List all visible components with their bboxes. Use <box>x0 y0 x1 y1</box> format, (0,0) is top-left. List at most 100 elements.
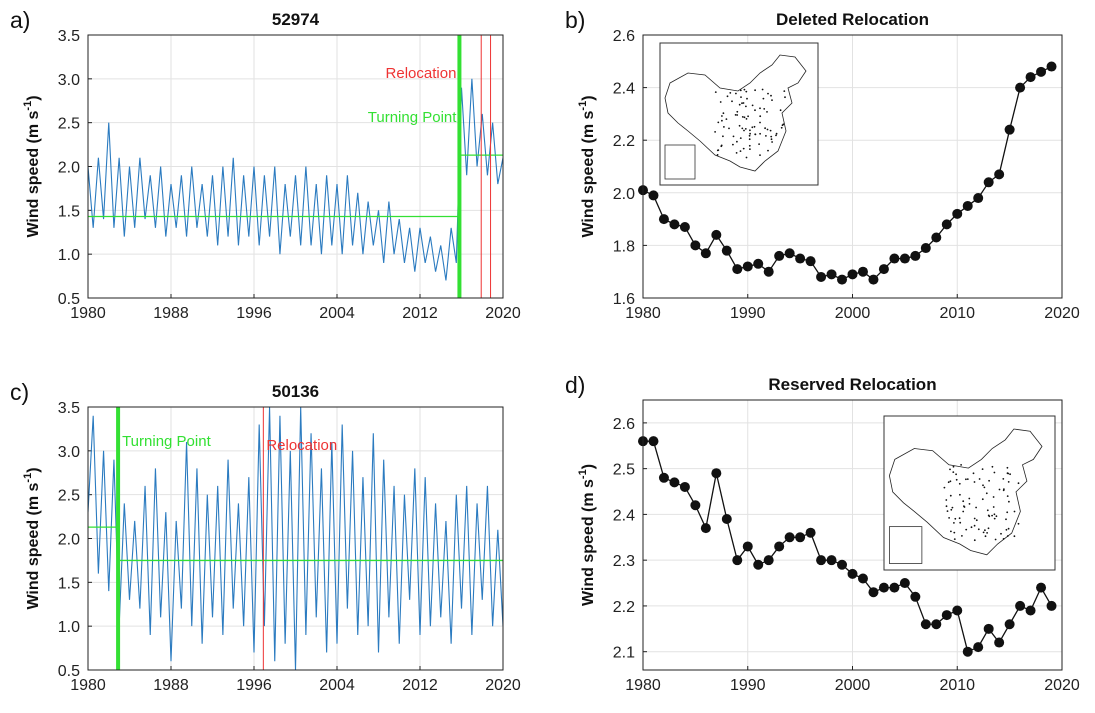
map-station <box>1000 532 1002 535</box>
map-station <box>751 104 754 107</box>
x-tick-label: 2012 <box>402 305 438 322</box>
map-station <box>745 105 747 108</box>
map-station <box>949 494 952 497</box>
data-point <box>774 541 785 552</box>
y-tick-label: 2.1 <box>613 645 635 662</box>
x-tick-label: 1980 <box>70 305 106 322</box>
map-station <box>995 515 998 518</box>
y-tick-label: 3.0 <box>58 72 80 89</box>
chart-title: Reserved Relocation <box>768 375 936 394</box>
map-station <box>770 135 773 138</box>
map-station <box>984 529 986 532</box>
map-station <box>984 535 987 538</box>
x-tick-label: 1980 <box>625 305 661 322</box>
data-point <box>669 219 680 230</box>
relocation-label: Relocation <box>266 437 337 454</box>
data-point <box>994 637 1005 648</box>
map-station <box>945 499 948 501</box>
data-point <box>1015 600 1026 611</box>
x-tick-label: 2020 <box>1044 677 1080 694</box>
data-point <box>899 253 910 264</box>
data-point <box>847 568 858 579</box>
y-tick-label: 1.0 <box>58 619 80 636</box>
data-point <box>1036 582 1047 593</box>
turning-point-label: Turning Point <box>122 433 211 450</box>
data-point <box>1025 605 1036 616</box>
data-point <box>889 582 900 593</box>
y-tick-label: 2.5 <box>58 116 80 133</box>
map-station <box>946 510 949 512</box>
map-subframe <box>889 526 923 564</box>
map-subframe <box>664 144 696 180</box>
map-station <box>977 528 980 531</box>
map-station <box>949 480 952 483</box>
map-station <box>965 528 968 531</box>
data-point <box>837 559 848 570</box>
map-station <box>781 124 784 127</box>
data-point <box>983 177 994 188</box>
y-tick-label: 0.5 <box>58 663 80 680</box>
map-station <box>779 109 782 112</box>
y-tick-label: 3.5 <box>58 400 80 417</box>
map-station <box>731 100 733 103</box>
y-label-main: Wind speed (m s <box>580 110 597 237</box>
panel-label: b) <box>565 7 585 33</box>
x-tick-label: 2020 <box>485 305 521 322</box>
map-station <box>762 97 765 100</box>
map-station <box>759 154 761 156</box>
map-station <box>749 148 751 150</box>
y-tick-label: 2.0 <box>58 160 80 177</box>
map-station <box>716 154 719 156</box>
map-station <box>751 126 754 129</box>
data-point <box>816 555 827 566</box>
panel-label: d) <box>565 372 585 398</box>
x-tick-label: 1990 <box>730 677 766 694</box>
data-point <box>669 477 680 488</box>
x-tick-label: 2012 <box>402 677 438 694</box>
map-station <box>949 468 951 471</box>
chart-title: 50136 <box>272 382 319 401</box>
map-station <box>775 132 778 135</box>
y-label-main: Wind speed (m s <box>25 110 42 237</box>
data-point <box>973 642 984 653</box>
map-station <box>754 133 757 136</box>
map-station <box>738 103 741 106</box>
y-tick-label: 2.0 <box>613 186 635 203</box>
data-point <box>847 269 858 280</box>
y-label-main: Wind speed (m s <box>25 482 42 609</box>
data-point <box>994 169 1005 180</box>
panel-label: a) <box>10 7 30 33</box>
map-station <box>741 102 743 105</box>
map-station <box>1006 495 1009 497</box>
map-station <box>735 92 737 95</box>
map-station <box>780 126 783 129</box>
plot-frame <box>87 406 504 671</box>
y-label-end: ) <box>25 467 42 472</box>
data-point <box>732 264 743 275</box>
y-tick-label: 2.6 <box>613 416 635 433</box>
map-station <box>763 108 766 110</box>
inset-map <box>659 42 819 186</box>
map-station <box>981 498 984 501</box>
map-station <box>992 506 995 508</box>
data-point <box>784 532 795 543</box>
map-station <box>987 527 990 530</box>
map-station <box>754 109 756 112</box>
plot-frame <box>87 34 504 299</box>
data-point <box>679 481 690 492</box>
map-station <box>978 478 981 480</box>
data-point <box>857 573 868 584</box>
relocation-label: Relocation <box>386 65 457 82</box>
data-point <box>952 208 963 219</box>
map-station <box>766 111 768 113</box>
map-station <box>1005 528 1008 531</box>
data-point <box>648 190 659 201</box>
map-station <box>754 89 756 92</box>
map-station <box>952 465 955 468</box>
map-station <box>991 465 994 468</box>
map-station <box>770 94 772 97</box>
data-point <box>952 605 963 616</box>
map-station <box>963 505 965 508</box>
y-axis-label: Wind speed (m s-1) <box>577 95 597 237</box>
map-station <box>955 473 957 476</box>
